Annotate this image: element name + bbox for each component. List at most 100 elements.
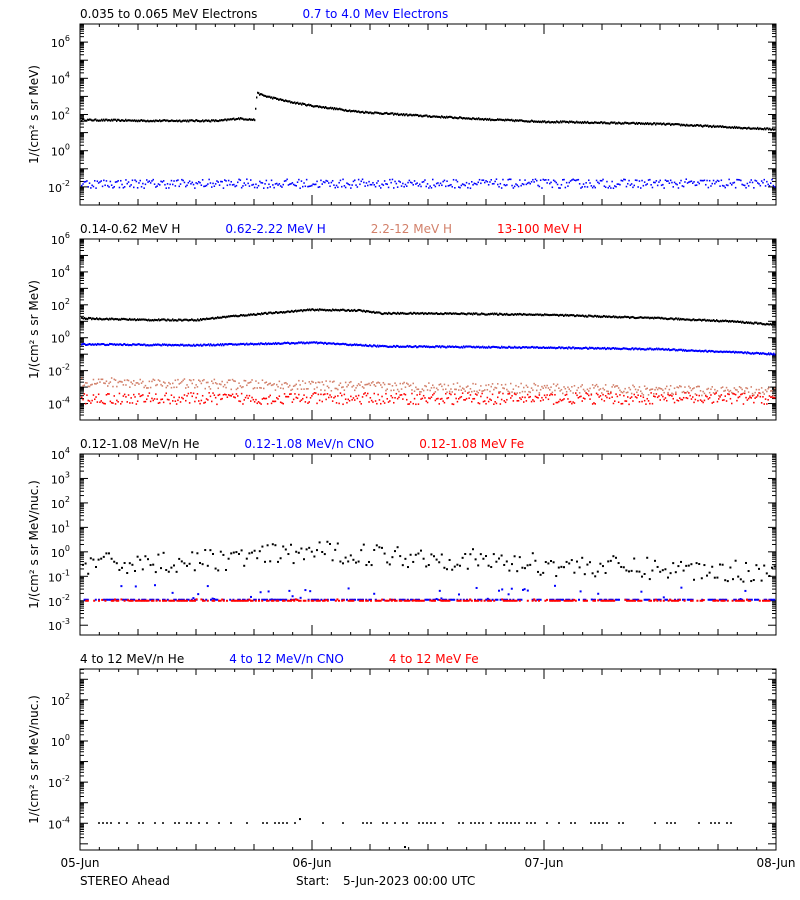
data-point	[580, 187, 582, 189]
data-point	[616, 316, 618, 319]
data-point	[448, 345, 450, 348]
data-point	[478, 402, 481, 405]
data-point	[756, 321, 758, 324]
data-point	[244, 379, 247, 382]
data-point	[603, 400, 606, 402]
data-point	[129, 317, 131, 320]
data-point	[319, 341, 321, 344]
data-point	[209, 182, 212, 184]
data-point	[328, 396, 330, 399]
data-point	[526, 822, 528, 824]
data-point	[558, 387, 560, 390]
data-point	[753, 127, 755, 130]
data-point	[313, 341, 315, 344]
data-point	[213, 378, 216, 381]
data-point	[347, 343, 349, 346]
data-point	[300, 388, 303, 390]
data-point	[721, 126, 723, 129]
data-point	[456, 400, 459, 403]
data-point	[318, 186, 321, 188]
y-tick-label: 100	[51, 143, 70, 159]
data-point	[382, 822, 384, 824]
data-point	[728, 390, 730, 393]
data-point	[323, 598, 326, 601]
data-point	[439, 115, 441, 118]
data-point	[321, 308, 323, 311]
data-point	[266, 187, 269, 189]
data-point	[616, 385, 619, 387]
data-point	[256, 186, 258, 189]
data-point	[309, 397, 312, 399]
data-point	[685, 391, 687, 394]
data-point	[424, 345, 426, 348]
data-point	[760, 387, 763, 389]
data-point	[706, 574, 708, 577]
data-point	[178, 318, 180, 321]
data-point	[126, 822, 128, 824]
data-point	[178, 119, 180, 122]
data-point	[390, 181, 392, 184]
data-point	[589, 387, 591, 390]
data-point	[296, 388, 299, 390]
data-point	[128, 599, 131, 602]
data-point	[566, 346, 568, 349]
data-point	[399, 382, 401, 385]
data-point	[656, 565, 659, 568]
data-point	[457, 345, 459, 348]
data-point	[510, 822, 512, 824]
data-point	[563, 398, 565, 400]
data-point	[526, 182, 529, 185]
data-point	[146, 319, 148, 322]
data-point	[630, 122, 632, 125]
data-point	[400, 388, 403, 390]
data-point	[349, 598, 352, 601]
data-point	[773, 387, 776, 390]
data-point	[702, 390, 704, 393]
data-point	[559, 398, 561, 401]
data-point	[204, 185, 206, 187]
data-point	[534, 313, 536, 316]
data-point	[603, 599, 606, 602]
data-point	[89, 557, 92, 560]
data-point	[456, 312, 458, 315]
data-point	[396, 113, 398, 116]
data-point	[365, 110, 367, 113]
data-point	[126, 599, 129, 602]
data-point	[588, 394, 590, 397]
data-point	[150, 344, 152, 347]
data-point	[405, 345, 407, 348]
data-point	[326, 598, 329, 601]
data-point	[545, 346, 547, 349]
data-point	[686, 349, 688, 352]
data-point	[201, 319, 203, 322]
data-point	[86, 119, 88, 122]
data-point	[245, 343, 247, 346]
data-point	[489, 346, 491, 349]
data-point	[176, 119, 178, 122]
data-point	[504, 383, 507, 386]
data-point	[594, 121, 596, 124]
data-point	[117, 598, 120, 601]
data-point	[228, 343, 230, 346]
data-point	[763, 564, 766, 567]
data-point	[187, 181, 190, 184]
data-point	[652, 348, 654, 351]
data-point	[575, 347, 577, 350]
data-point	[724, 350, 726, 353]
data-point	[451, 185, 453, 188]
data-point	[655, 348, 657, 351]
data-point	[388, 346, 390, 349]
data-point	[532, 399, 534, 401]
data-point	[683, 598, 686, 601]
data-point	[525, 400, 528, 402]
data-point	[260, 387, 262, 389]
data-point	[586, 121, 588, 124]
data-point	[541, 314, 543, 317]
data-point	[435, 182, 438, 185]
data-point	[635, 570, 638, 573]
data-point	[239, 118, 241, 121]
data-point	[253, 549, 256, 552]
data-point	[394, 382, 396, 384]
data-point	[112, 187, 114, 189]
data-point	[633, 557, 636, 560]
